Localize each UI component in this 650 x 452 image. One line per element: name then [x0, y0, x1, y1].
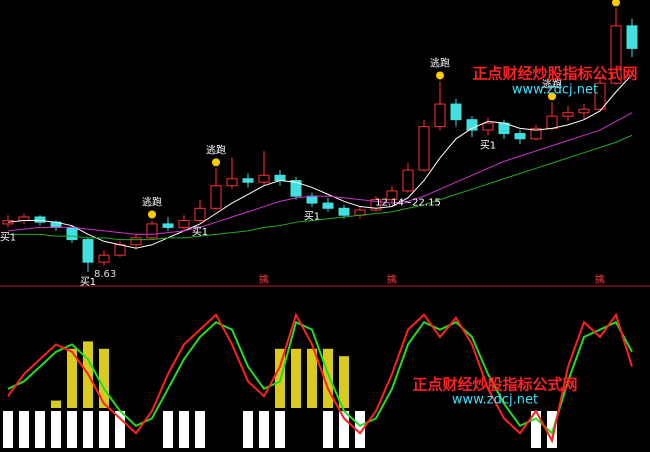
white-bar: [179, 411, 189, 448]
candle-body: [610, 25, 622, 84]
yellow-bar: [339, 356, 349, 408]
candle-body: [226, 178, 238, 187]
white-bar: [355, 411, 365, 448]
white-bar: [243, 411, 253, 448]
white-bar: [547, 411, 557, 448]
candle-body: [258, 174, 270, 183]
candle-body: [290, 179, 302, 197]
candle-body: [386, 190, 398, 201]
candle-body: [418, 126, 430, 171]
white-bar: [275, 411, 285, 448]
candle-body: [450, 103, 462, 121]
candle-body: [210, 185, 222, 209]
candle-body: [2, 219, 14, 225]
candle-body: [530, 127, 542, 140]
candle-body: [370, 199, 382, 211]
candle-body: [98, 254, 110, 263]
candle-body: [114, 244, 126, 256]
yellow-bar: [51, 400, 61, 408]
signal-icon: [548, 92, 556, 101]
candle-body: [274, 174, 286, 181]
annotation: 逃跑: [542, 77, 562, 90]
watermark: www.zdcj.net: [452, 393, 538, 408]
marker: 擒: [259, 273, 269, 286]
moving-average: [7, 74, 633, 249]
yellow-bar: [307, 348, 317, 408]
signal-icon: [612, 0, 620, 7]
watermark: 正点财经炒股指标公式网: [412, 376, 577, 394]
candle-body: [466, 119, 478, 131]
signal-icon: [212, 158, 220, 167]
annotation: 逃跑: [430, 56, 450, 69]
white-bar: [259, 411, 269, 448]
candle-body: [562, 112, 574, 117]
white-bar: [67, 411, 77, 448]
candle-body: [434, 103, 446, 128]
candle-body: [594, 82, 606, 110]
white-bar: [51, 411, 61, 448]
candle-body: [306, 195, 318, 204]
white-bar: [323, 411, 333, 448]
annotation: 买1: [192, 226, 208, 238]
low-label: 8.63: [94, 269, 116, 280]
annotation: 买1: [80, 276, 96, 288]
signal-icon: [436, 71, 444, 80]
annotation: 买1: [304, 211, 320, 223]
annotation: 逃跑: [142, 195, 162, 208]
annotation: 12.14~22.15: [375, 198, 441, 209]
white-bar: [3, 411, 13, 448]
white-bar: [163, 411, 173, 448]
yellow-bar: [67, 348, 77, 408]
oscillator-line: [7, 312, 633, 444]
white-bar: [339, 411, 349, 448]
candle-body: [178, 219, 190, 228]
white-bar: [83, 411, 93, 448]
candle-body: [82, 239, 94, 263]
annotation: 逃跑: [206, 143, 226, 156]
candle-body: [402, 169, 414, 192]
white-bar: [19, 411, 29, 448]
candle-body: [130, 237, 142, 246]
candle-body: [66, 226, 78, 241]
candle-body: [578, 108, 590, 114]
candle-body: [626, 25, 638, 49]
marker: 擒: [595, 273, 605, 286]
yellow-bar: [99, 348, 109, 408]
candle-body: [322, 202, 334, 209]
candle-body: [18, 216, 30, 221]
white-bar: [99, 411, 109, 448]
candle-body: [482, 122, 494, 131]
moving-average: [8, 134, 633, 241]
candle-body: [546, 115, 558, 129]
marker: 擒: [387, 273, 397, 286]
watermark: 正点财经炒股指标公式网: [472, 65, 637, 83]
signal-icon: [148, 210, 156, 219]
candle-body: [194, 207, 206, 221]
yellow-bar: [323, 348, 333, 408]
candle-body: [146, 223, 158, 239]
candle-body: [162, 223, 174, 228]
candle-body: [34, 216, 46, 223]
annotation: 买1: [480, 139, 496, 151]
annotation: 买1: [0, 231, 16, 243]
moving-average: [7, 112, 633, 235]
candle-body: [514, 133, 526, 140]
candle-body: [338, 207, 350, 216]
white-bar: [531, 411, 541, 448]
candle-body: [242, 178, 254, 183]
white-bar: [195, 411, 205, 448]
yellow-bar: [291, 348, 301, 408]
white-bar: [35, 411, 45, 448]
white-bar: [115, 411, 125, 448]
watermark: www.zdcj.net: [512, 83, 598, 98]
